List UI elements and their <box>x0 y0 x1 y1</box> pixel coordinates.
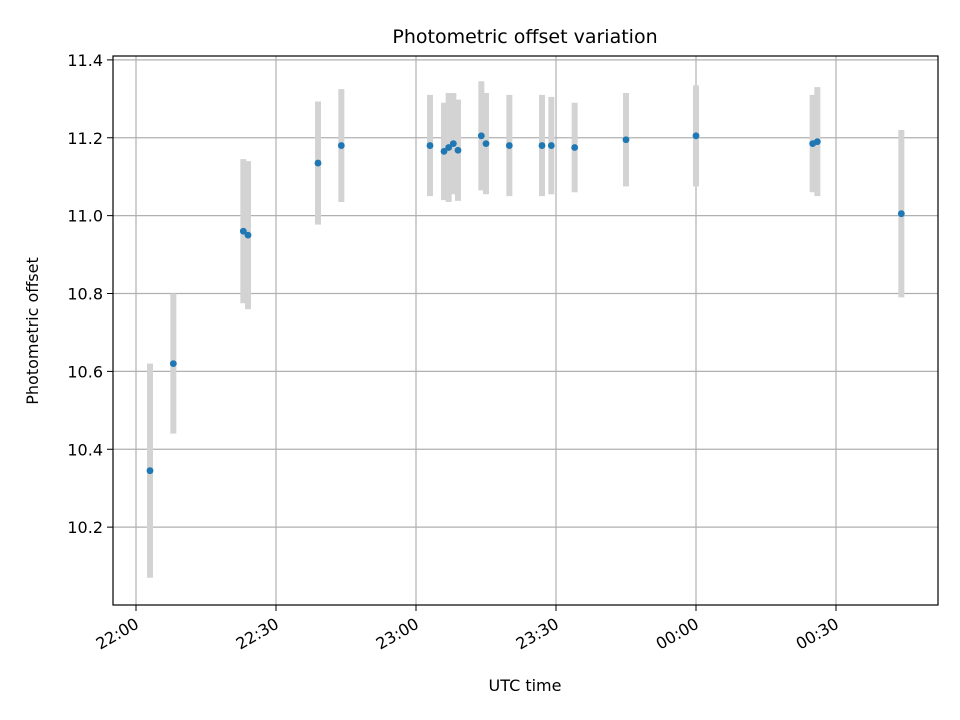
y-tick-label: 11.2 <box>67 129 103 148</box>
data-point <box>426 142 434 149</box>
data-point <box>813 138 821 146</box>
data-point <box>169 360 177 367</box>
data-point <box>454 146 462 154</box>
data-point <box>244 231 252 239</box>
chart-title: Photometric offset variation <box>392 26 657 48</box>
y-tick-label: 10.4 <box>67 440 103 459</box>
data-point <box>622 136 630 144</box>
data-point <box>314 159 322 167</box>
x-axis-label: UTC time <box>489 676 562 695</box>
grid <box>113 56 938 605</box>
data-point <box>482 140 490 148</box>
data-point <box>445 144 453 151</box>
data-point <box>505 142 513 149</box>
y-axis-ticks: 10.2 10.4 10.6 10.8 11.0 11.2 11.4 <box>67 51 113 537</box>
data-point <box>337 142 345 149</box>
data-point <box>449 140 457 148</box>
data-point <box>146 467 154 475</box>
data-points <box>146 132 905 475</box>
data-point <box>239 227 247 235</box>
data-point <box>547 142 555 149</box>
data-point <box>538 142 546 149</box>
data-point <box>477 132 485 140</box>
y-tick-label: 11.0 <box>67 207 103 226</box>
plot-frame <box>112 55 939 606</box>
y-tick-label: 11.4 <box>67 51 103 70</box>
y-tick-label: 10.2 <box>67 518 103 537</box>
y-axis-label: Photometric offset <box>23 257 42 405</box>
y-tick-label: 10.6 <box>67 362 103 381</box>
data-point <box>692 132 700 140</box>
y-tick-label: 10.8 <box>67 285 103 304</box>
data-point <box>440 147 448 155</box>
data-point <box>571 144 579 151</box>
data-point <box>897 210 905 218</box>
